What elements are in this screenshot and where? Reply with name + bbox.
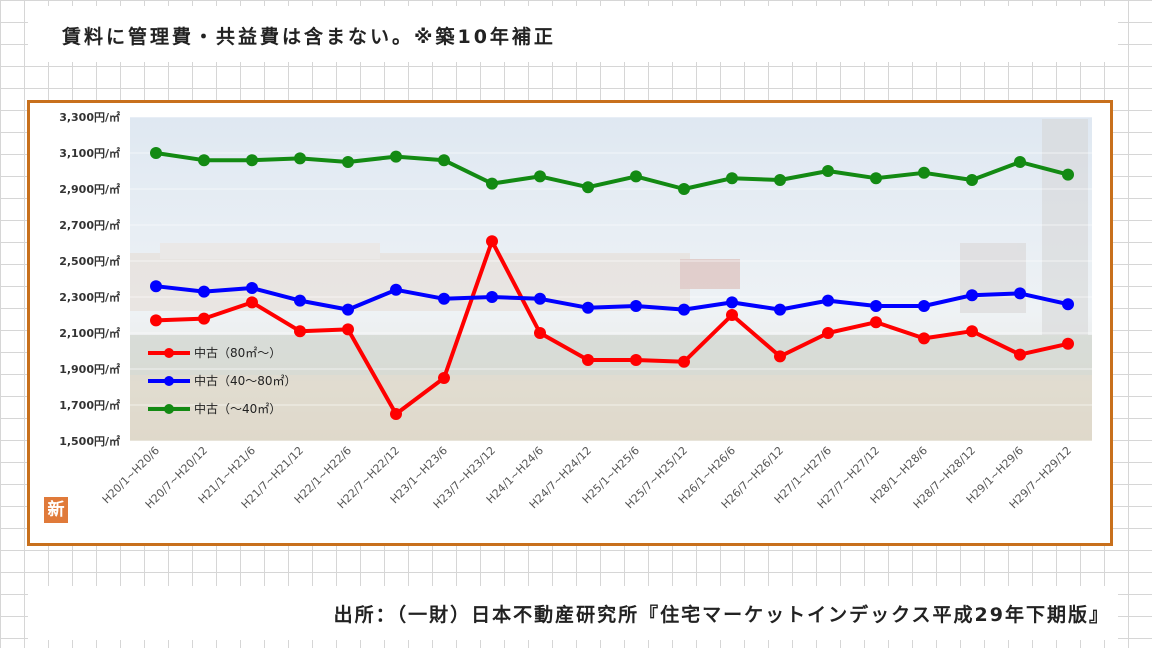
data-point — [438, 292, 450, 305]
header-note-box: 賃料に管理費・共益費は含まない。※築10年補正 — [28, 6, 1118, 62]
chart-frame: 3,300円/㎡ 3,100円/㎡ 2,900円/㎡ 2,700円/㎡ 2,500円/㎡… — [27, 100, 1113, 546]
background-scenery — [130, 119, 1092, 441]
data-point — [870, 172, 882, 185]
data-point — [918, 166, 930, 179]
legend-label: 中古（40～80㎡） — [194, 373, 297, 388]
data-point — [726, 172, 738, 185]
y-tick-label: 2,100円/㎡ — [59, 326, 120, 340]
data-point — [342, 156, 354, 168]
data-point — [582, 301, 594, 314]
data-point — [1014, 156, 1026, 168]
data-point — [150, 147, 162, 159]
data-point — [438, 154, 450, 167]
data-point — [246, 282, 258, 294]
y-tick-label: 1,500円/㎡ — [59, 434, 120, 448]
data-point — [150, 314, 162, 327]
data-point — [966, 289, 978, 302]
source-box: 出所：（一財）日本不動産研究所『住宅マーケットインデックス平成29年下期版』 — [28, 586, 1118, 640]
data-point — [1014, 348, 1026, 361]
data-point — [966, 174, 978, 186]
data-point — [630, 354, 642, 366]
data-point — [294, 325, 306, 338]
data-point — [390, 408, 402, 420]
data-point — [678, 355, 690, 368]
data-point — [1062, 298, 1074, 311]
legend-swatch-marker — [164, 376, 174, 386]
data-point — [486, 177, 498, 190]
data-point — [294, 294, 306, 307]
data-point — [534, 170, 546, 183]
data-point — [774, 303, 786, 316]
data-point — [918, 332, 930, 345]
data-point — [1014, 287, 1026, 300]
data-point — [582, 354, 594, 366]
data-point — [630, 300, 642, 312]
legend-label: 中古（～40㎡） — [194, 401, 281, 416]
data-point — [822, 165, 834, 177]
y-tick-label: 2,900円/㎡ — [59, 182, 120, 196]
data-point — [774, 350, 786, 363]
data-point — [246, 296, 258, 309]
data-point — [198, 154, 210, 167]
legend-swatch-marker — [164, 404, 174, 414]
data-point — [1062, 168, 1074, 181]
data-point — [774, 174, 786, 186]
data-point — [294, 152, 306, 165]
data-point — [150, 280, 162, 293]
data-point — [630, 170, 642, 183]
series-line-1 — [155, 284, 1069, 312]
header-note: 賃料に管理費・共益費は含まない。※築10年補正 — [62, 26, 556, 48]
data-point — [1062, 337, 1074, 350]
y-tick-label: 1,700円/㎡ — [59, 398, 120, 412]
data-point — [918, 300, 930, 312]
legend-label: 中古（80㎡～） — [194, 345, 281, 360]
data-point — [870, 300, 882, 312]
data-point — [198, 285, 210, 298]
y-tick-label: 3,300円/㎡ — [59, 110, 120, 124]
data-point — [390, 283, 402, 296]
y-tick-label: 2,700円/㎡ — [59, 218, 120, 232]
data-point — [966, 325, 978, 338]
data-point — [342, 303, 354, 316]
data-point — [246, 154, 258, 167]
new-badge: 新 — [44, 497, 68, 523]
series-line-2 — [155, 151, 1069, 191]
data-point — [486, 291, 498, 303]
data-point — [198, 312, 210, 325]
source-citation: 出所：（一財）日本不動産研究所『住宅マーケットインデックス平成29年下期版』 — [333, 604, 1110, 626]
rent-line-chart: 3,300円/㎡ 3,100円/㎡ 2,900円/㎡ 2,700円/㎡ 2,500円/㎡… — [59, 110, 1092, 511]
data-point — [678, 183, 690, 195]
data-point — [822, 327, 834, 339]
data-point — [342, 323, 354, 336]
data-point — [534, 292, 546, 305]
data-point — [870, 316, 882, 329]
data-point — [822, 294, 834, 307]
legend-swatch-marker — [164, 348, 174, 358]
data-point — [486, 235, 498, 248]
y-tick-label: 2,500円/㎡ — [59, 254, 120, 268]
data-point — [726, 309, 738, 321]
y-tick-label: 1,900円/㎡ — [59, 362, 120, 376]
y-tick-label: 2,300円/㎡ — [59, 290, 120, 304]
y-tick-label: 3,100円/㎡ — [59, 146, 120, 160]
series-line-0 — [155, 239, 1069, 416]
data-point — [726, 296, 738, 309]
data-point — [438, 372, 450, 384]
data-point — [390, 150, 402, 163]
data-point — [582, 181, 594, 194]
data-point — [678, 303, 690, 316]
data-point — [534, 327, 546, 339]
